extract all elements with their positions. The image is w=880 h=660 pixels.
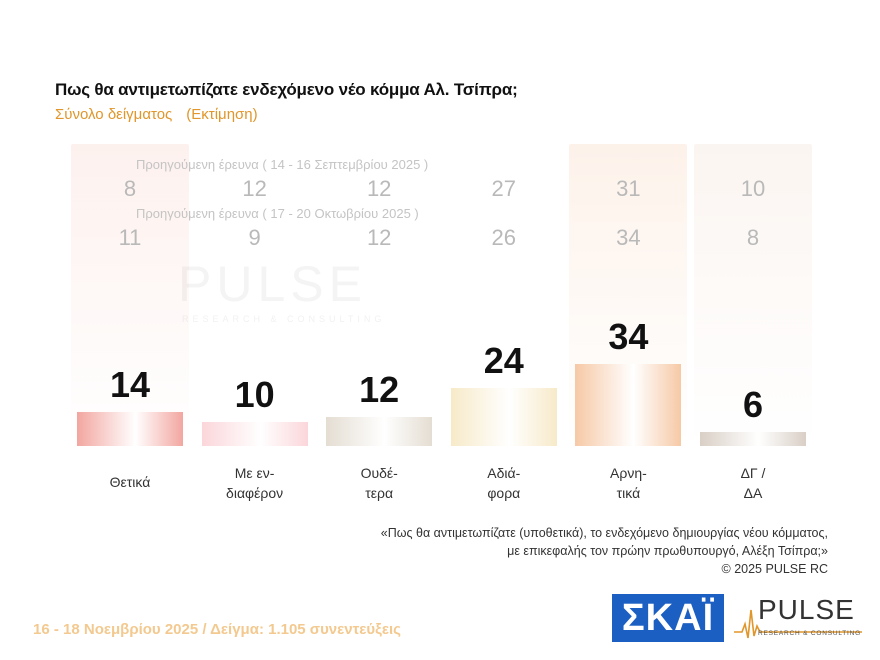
previous-survey-value: 12 <box>242 176 267 201</box>
category-label-line: ΔΓ / <box>740 465 766 481</box>
bar <box>450 388 557 446</box>
bar-value-label: 12 <box>359 369 400 411</box>
chart-subtitle: Σύνολο δείγματος (Εκτίμηση) <box>55 106 258 123</box>
category-label: Αρνη-τικά <box>575 463 681 503</box>
category-label-line: διαφέρον <box>226 485 284 501</box>
previous-survey-value: 8 <box>123 176 137 201</box>
bar <box>201 422 308 446</box>
category-label: Ουδέ-τερα <box>326 463 432 503</box>
category-label-line: Με εν- <box>234 465 275 481</box>
previous-survey-value: 8 <box>746 225 760 250</box>
bar-value-label: 24 <box>483 340 524 382</box>
previous-survey-value: 12 <box>366 225 392 250</box>
category-label-line: Θετικά <box>109 474 151 490</box>
category-label-line: ΔΑ <box>743 485 763 501</box>
category-label-line: Αρνη- <box>610 465 647 481</box>
pulse-logo-text: PULSE <box>758 594 855 625</box>
column-background <box>694 144 812 446</box>
previous-survey-value: 9 <box>248 225 261 250</box>
bar-value-label: 14 <box>109 364 151 406</box>
previous-survey-value: 26 <box>491 225 517 250</box>
category-label: Αδιά-φορα <box>451 463 557 503</box>
category-label-line: Αδιά- <box>487 465 521 481</box>
previous-survey-label: Προηγούμενη έρευνα ( 14 - 16 Σεπτεμβρίου… <box>136 157 429 172</box>
category-label: Θετικά <box>77 472 183 492</box>
chart-title: Πως θα αντιμετωπίζατε ενδεχόμενο νέο κόμ… <box>55 80 518 99</box>
note-line-1: «Πως θα αντιμετωπίζατε (υποθετικά), το ε… <box>380 526 828 540</box>
column-background <box>195 144 314 446</box>
bar <box>326 417 433 446</box>
question-note: «Πως θα αντιμετωπίζατε (υποθετικά), το ε… <box>381 524 828 578</box>
column-background <box>320 144 439 446</box>
category-label-line: φορα <box>487 485 521 501</box>
bar-value-label: 10 <box>234 374 275 415</box>
skai-logo: ΣΚΑΪ <box>612 594 724 642</box>
note-line-2: με επικεφαλής τον πρώην πρωθυπουργό, Αλέ… <box>507 544 828 558</box>
category-label-line: τερα <box>365 485 394 501</box>
bar <box>77 412 183 446</box>
previous-survey-value: 10 <box>740 176 766 201</box>
category-label: ΔΓ / ΔΑ <box>700 463 806 503</box>
column-background <box>71 144 189 446</box>
subtitle-sample: Σύνολο δείγματος <box>55 106 173 123</box>
pulse-wave-icon <box>734 609 862 639</box>
bar <box>700 431 806 446</box>
previous-survey-value: 11 <box>118 225 142 250</box>
survey-footer: 16 - 18 Νοεμβρίου 2025 / Δείγμα: 1.105 σ… <box>33 621 401 638</box>
category-label-line: τικά <box>616 485 641 501</box>
pulse-watermark: PULSE <box>178 256 367 312</box>
previous-survey-value: 27 <box>491 176 517 201</box>
category-label: Με εν-διαφέρον <box>202 463 308 503</box>
previous-survey-value: 31 <box>616 176 641 201</box>
previous-survey-value: 34 <box>616 225 641 250</box>
bar-value-label: 34 <box>608 316 649 358</box>
previous-survey-value: 12 <box>366 176 392 201</box>
bar-value-label: 6 <box>742 383 764 425</box>
note-copyright: © 2025 PULSE RC <box>721 562 828 576</box>
bar <box>575 364 682 446</box>
category-label-line: Ουδέ- <box>360 465 398 481</box>
previous-survey-label: Προηγούμενη έρευνα ( 17 - 20 Οκτωβρίου 2… <box>136 206 419 221</box>
pulse-logo: PULSE RESEARCH & CONSULTING <box>734 594 864 644</box>
pulse-logo-subtext: RESEARCH & CONSULTING <box>758 630 861 637</box>
subtitle-estimate: (Εκτίμηση) <box>186 106 258 123</box>
pulse-watermark-sub: RESEARCH & CONSULTING <box>182 314 386 324</box>
